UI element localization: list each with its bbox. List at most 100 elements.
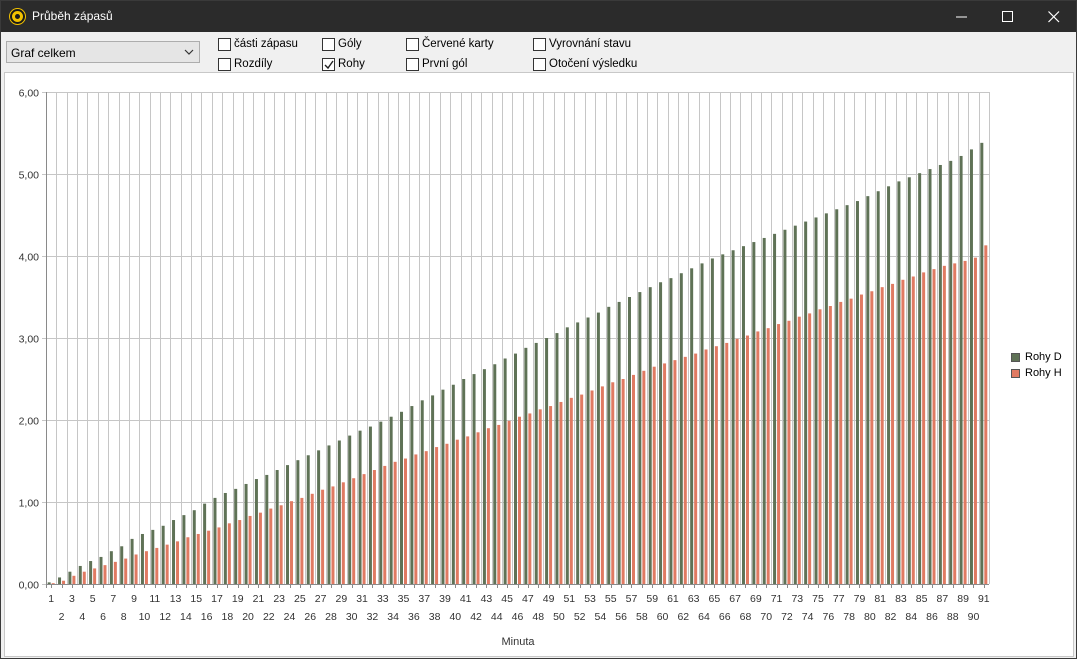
bar-rohy-d xyxy=(804,221,808,584)
bar-rohy-h xyxy=(714,346,718,584)
bar-rohy-h xyxy=(331,486,335,584)
y-tick-label: 4,00 xyxy=(19,252,40,264)
bar-rohy-d xyxy=(503,358,507,584)
bar-rohy-h xyxy=(528,413,532,584)
bar-rohy-d xyxy=(617,301,621,584)
checkbox-box[interactable] xyxy=(406,58,419,71)
minimize-button[interactable] xyxy=(939,1,985,32)
bar-rohy-d xyxy=(368,426,372,584)
bar-rohy-d xyxy=(814,217,818,584)
checkbox-label: části zápasu xyxy=(234,38,298,50)
bar-rohy-h xyxy=(134,554,138,584)
bar-rohy-h xyxy=(352,478,356,584)
bar-rohy-h xyxy=(486,428,490,584)
checkbox-box[interactable] xyxy=(322,58,335,71)
x-tick-label: 87 xyxy=(937,593,949,605)
bar-rohy-d xyxy=(731,250,735,584)
x-tick-label: 11 xyxy=(149,593,160,605)
checkbox-label: Góly xyxy=(338,38,362,50)
bar-rohy-d xyxy=(265,474,269,584)
bar-rohy-d xyxy=(203,503,207,584)
x-tick-label: 49 xyxy=(543,593,555,605)
checkbox-prvni-gol[interactable]: První gól xyxy=(406,57,486,73)
x-tick-label: 3 xyxy=(69,593,75,605)
checkbox-goly[interactable]: Góly xyxy=(322,37,382,53)
checkbox-box[interactable] xyxy=(533,38,546,51)
chevron-down-icon xyxy=(184,49,194,55)
checkbox-cervene-karty[interactable]: Červené karty xyxy=(406,37,506,53)
bar-rohy-h xyxy=(414,454,418,584)
view-select[interactable]: Graf celkem xyxy=(6,41,200,63)
x-tick-label: 91 xyxy=(978,593,990,605)
x-tick-label: 79 xyxy=(854,593,866,605)
bar-rohy-h xyxy=(818,309,822,584)
bar-rohy-h xyxy=(611,382,615,584)
checkbox-box[interactable] xyxy=(322,38,335,51)
checkbox-otoceni-vysledku[interactable]: Otočení výsledku xyxy=(533,57,643,73)
legend-label: Rohy H xyxy=(1025,367,1062,379)
bar-rohy-h xyxy=(497,424,501,584)
checkbox-casti-zapasu[interactable]: části zápasu xyxy=(218,37,308,53)
bar-rohy-d xyxy=(762,237,766,584)
bar-rohy-h xyxy=(196,533,200,584)
bar-rohy-d xyxy=(120,546,124,584)
bar-rohy-d xyxy=(679,273,683,584)
bar-rohy-d xyxy=(949,160,953,584)
x-tick-label: 53 xyxy=(584,593,596,605)
checkbox-vyrovnani-stavu[interactable]: Vyrovnání stavu xyxy=(533,37,643,53)
bar-rohy-d xyxy=(835,209,839,584)
bar-rohy-d xyxy=(151,529,155,584)
bar-rohy-d xyxy=(296,460,300,584)
football-icon xyxy=(10,9,25,24)
bar-rohy-h xyxy=(507,420,511,584)
bar-rohy-d xyxy=(89,561,93,584)
x-axis-title: Minuta xyxy=(501,636,535,648)
maximize-button[interactable] xyxy=(985,1,1031,32)
bar-rohy-d xyxy=(845,205,849,584)
bar-rohy-h xyxy=(984,245,988,584)
bar-rohy-d xyxy=(514,353,517,584)
close-button[interactable] xyxy=(1031,1,1077,32)
bar-rohy-h xyxy=(144,551,148,584)
bar-rohy-h xyxy=(207,530,211,584)
x-tick-label: 15 xyxy=(190,593,202,605)
bar-rohy-h xyxy=(673,360,677,584)
legend-swatch xyxy=(1011,353,1020,362)
bar-rohy-d xyxy=(327,445,331,584)
x-tick-label: 4 xyxy=(79,611,85,623)
x-tick-label: 8 xyxy=(121,611,127,623)
bar-rohy-h xyxy=(279,505,283,584)
checkbox-box[interactable] xyxy=(533,58,546,71)
y-tick-label: 6,00 xyxy=(19,88,40,100)
bar-rohy-h xyxy=(238,520,242,584)
bar-rohy-d xyxy=(555,333,559,584)
bar-rohy-d xyxy=(462,379,466,584)
bar-rohy-d xyxy=(472,374,476,584)
x-tick-label: 57 xyxy=(626,593,638,605)
bar-chart: 0,001,002,003,004,005,006,00123456789101… xyxy=(19,88,990,648)
checkbox-rohy[interactable]: Rohy xyxy=(322,57,382,73)
window-title: Průběh zápasů xyxy=(32,9,113,23)
checkbox-rozdily[interactable]: Rozdíly xyxy=(218,57,288,73)
x-tick-label: 1 xyxy=(48,593,54,605)
x-tick-label: 47 xyxy=(522,593,534,605)
bar-rohy-h xyxy=(51,583,55,584)
bar-rohy-d xyxy=(980,142,984,584)
title-bar[interactable]: Průběh zápasů xyxy=(1,1,1076,32)
x-tick-label: 78 xyxy=(843,611,855,623)
x-tick-label: 72 xyxy=(781,611,793,623)
bar-rohy-d xyxy=(78,565,82,584)
bar-rohy-h xyxy=(362,474,366,584)
x-tick-label: 74 xyxy=(802,611,814,623)
bar-rohy-h xyxy=(518,416,521,584)
checkbox-box[interactable] xyxy=(218,38,231,51)
bar-rohy-d xyxy=(741,246,745,584)
bar-rohy-d xyxy=(441,389,445,584)
checkbox-box[interactable] xyxy=(406,38,419,51)
x-tick-label: 45 xyxy=(501,593,513,605)
checkbox-box[interactable] xyxy=(218,58,231,71)
bar-rohy-d xyxy=(866,196,870,584)
bar-rohy-h xyxy=(424,451,428,584)
y-tick-label: 1,00 xyxy=(19,498,40,510)
